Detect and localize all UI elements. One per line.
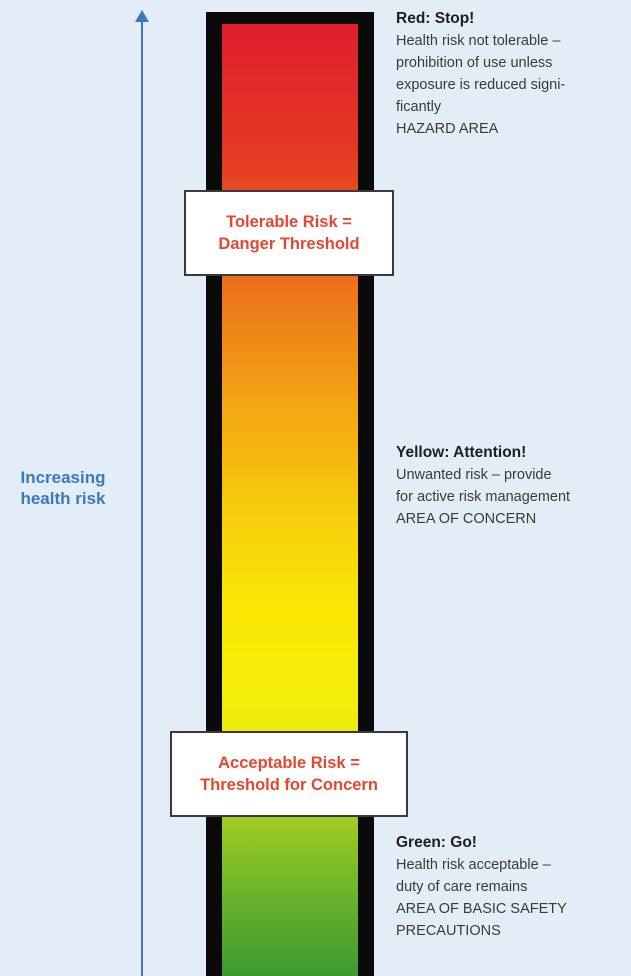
tolerable-risk-line2: Danger Threshold <box>218 235 360 253</box>
zone-green-heading: Green: Go! <box>396 834 477 851</box>
zone-red-line: exposure is reduced signi- <box>396 77 566 93</box>
axis-label-line2: health risk <box>20 489 106 508</box>
tolerable-risk-line1: Tolerable Risk = <box>226 213 352 231</box>
zone-yellow-description: Yellow: Attention! Unwanted risk – provi… <box>396 442 628 530</box>
zone-green-line: duty of care remains <box>396 879 528 895</box>
zone-red-line: Health risk not tolerable – <box>396 33 561 49</box>
tolerable-risk-threshold: Tolerable Risk = Danger Threshold <box>184 190 394 276</box>
acceptable-risk-threshold: Acceptable Risk = Threshold for Concern <box>170 731 408 817</box>
zone-red-description: Red: Stop! Health risk not tolerable – p… <box>396 8 626 140</box>
zone-yellow-line: for active risk management <box>396 489 571 505</box>
axis-label-line1: Increasing <box>20 468 106 487</box>
zone-green-line: Health risk acceptable – <box>396 857 551 873</box>
zone-red-line: ficantly <box>396 99 442 115</box>
zone-red-line: prohibition of use unless <box>396 55 553 71</box>
risk-gradient-fill <box>222 24 358 976</box>
zone-yellow-heading: Yellow: Attention! <box>396 444 527 461</box>
axis-label: Increasing health risk <box>8 467 118 509</box>
zone-green-description: Green: Go! Health risk acceptable – duty… <box>396 832 626 942</box>
acceptable-risk-line1: Acceptable Risk = <box>218 754 360 772</box>
zone-yellow-area: AREA OF CONCERN <box>396 511 537 527</box>
acceptable-risk-line2: Threshold for Concern <box>200 776 378 794</box>
zone-red-heading: Red: Stop! <box>396 10 475 27</box>
zone-green-area: AREA OF BASIC SAFETY <box>396 901 567 917</box>
zone-yellow-line: Unwanted risk – provide <box>396 467 552 483</box>
risk-gradient-bar <box>206 12 374 976</box>
axis-arrow-up-icon <box>135 10 149 22</box>
zone-green-area: PRECAUTIONS <box>396 923 501 939</box>
axis-line <box>141 20 143 976</box>
zone-red-area: HAZARD AREA <box>396 121 499 137</box>
